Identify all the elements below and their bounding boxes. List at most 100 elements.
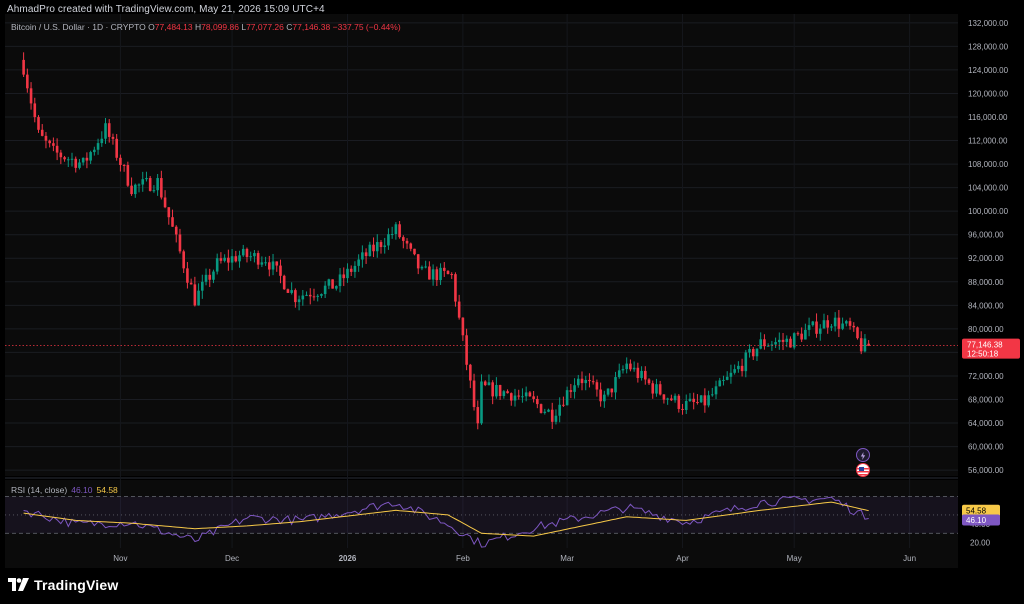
candle[interactable]	[93, 146, 96, 156]
candle[interactable]	[44, 132, 48, 149]
candle[interactable]	[863, 334, 867, 353]
candle[interactable]	[651, 380, 655, 399]
candle[interactable]	[733, 364, 736, 375]
candle[interactable]	[867, 340, 870, 347]
candle[interactable]	[547, 408, 550, 413]
candle[interactable]	[186, 262, 189, 289]
candle[interactable]	[599, 382, 602, 407]
candle[interactable]	[856, 326, 859, 340]
candle[interactable]	[487, 374, 491, 386]
candle[interactable]	[33, 97, 37, 123]
candle[interactable]	[260, 256, 264, 268]
candle[interactable]	[666, 397, 669, 405]
candle[interactable]	[830, 323, 833, 331]
candle[interactable]	[454, 272, 457, 307]
candle[interactable]	[748, 344, 751, 358]
candle[interactable]	[755, 348, 759, 361]
symbol-name[interactable]: Bitcoin / U.S. Dollar · 1D · CRYPTO	[11, 22, 146, 32]
candle[interactable]	[517, 389, 521, 400]
candle[interactable]	[107, 119, 111, 143]
candle[interactable]	[457, 294, 461, 320]
candle[interactable]	[428, 261, 431, 280]
candle[interactable]	[413, 248, 416, 256]
candle[interactable]	[349, 265, 353, 277]
candle[interactable]	[52, 137, 55, 152]
candle[interactable]	[346, 263, 349, 283]
candle[interactable]	[450, 272, 454, 279]
candle[interactable]	[688, 393, 692, 402]
candle[interactable]	[320, 293, 323, 299]
candle[interactable]	[174, 225, 178, 243]
candle[interactable]	[227, 249, 230, 271]
candle[interactable]	[424, 260, 427, 269]
candle[interactable]	[625, 357, 628, 374]
candle[interactable]	[595, 379, 599, 397]
candle[interactable]	[576, 374, 580, 388]
candle[interactable]	[699, 395, 703, 404]
candle[interactable]	[89, 150, 92, 164]
candle[interactable]	[66, 156, 70, 168]
candle[interactable]	[778, 332, 781, 350]
candle[interactable]	[681, 403, 684, 415]
candle[interactable]	[383, 237, 387, 254]
candle[interactable]	[573, 378, 576, 399]
candle[interactable]	[617, 363, 621, 379]
candle[interactable]	[70, 152, 74, 167]
candle[interactable]	[200, 274, 204, 299]
candle[interactable]	[275, 261, 279, 272]
candle[interactable]	[55, 138, 59, 161]
candle[interactable]	[848, 317, 852, 330]
candle[interactable]	[629, 359, 632, 372]
candle[interactable]	[241, 244, 245, 257]
candle[interactable]	[632, 361, 636, 372]
candle[interactable]	[580, 371, 584, 391]
candle[interactable]	[662, 394, 666, 404]
candle[interactable]	[759, 332, 763, 350]
candle[interactable]	[368, 241, 372, 257]
candle[interactable]	[737, 361, 740, 373]
candle[interactable]	[48, 139, 51, 148]
candle[interactable]	[130, 177, 133, 196]
candle[interactable]	[394, 222, 398, 240]
candle[interactable]	[532, 391, 535, 403]
candle[interactable]	[197, 283, 200, 306]
candle[interactable]	[137, 183, 141, 193]
candle[interactable]	[811, 320, 815, 327]
rsi-ma-badge[interactable]: 54.58	[962, 504, 1000, 517]
us-flag-icon[interactable]	[856, 463, 870, 477]
candle[interactable]	[301, 289, 305, 306]
candle[interactable]	[636, 362, 640, 383]
candle[interactable]	[316, 294, 320, 302]
candle[interactable]	[766, 343, 770, 347]
candle[interactable]	[476, 400, 480, 430]
candle[interactable]	[245, 247, 249, 263]
candle[interactable]	[238, 250, 241, 268]
candle[interactable]	[837, 310, 841, 338]
candle[interactable]	[677, 394, 681, 413]
candle[interactable]	[833, 312, 837, 332]
rsi-legend[interactable]: RSI (14, close) 46.10 54.58	[11, 485, 118, 495]
candle[interactable]	[718, 377, 722, 387]
candle[interactable]	[331, 279, 334, 289]
lightning-icon[interactable]	[856, 448, 870, 462]
candle[interactable]	[439, 263, 442, 285]
candle[interactable]	[588, 373, 591, 388]
tradingview-footer[interactable]: TradingView	[8, 576, 118, 594]
candle[interactable]	[606, 388, 610, 397]
candle[interactable]	[163, 190, 167, 209]
candle[interactable]	[152, 185, 156, 193]
candle[interactable]	[160, 170, 163, 200]
candle[interactable]	[744, 349, 748, 378]
candle[interactable]	[796, 331, 800, 336]
candle[interactable]	[751, 347, 755, 360]
candle[interactable]	[390, 226, 394, 239]
candle[interactable]	[431, 264, 435, 286]
candle[interactable]	[763, 334, 766, 350]
candle[interactable]	[294, 288, 297, 308]
candle[interactable]	[442, 262, 446, 277]
candle[interactable]	[111, 133, 115, 145]
candle[interactable]	[387, 228, 390, 250]
candle[interactable]	[495, 377, 498, 399]
candle[interactable]	[398, 221, 401, 239]
candle[interactable]	[792, 332, 796, 350]
